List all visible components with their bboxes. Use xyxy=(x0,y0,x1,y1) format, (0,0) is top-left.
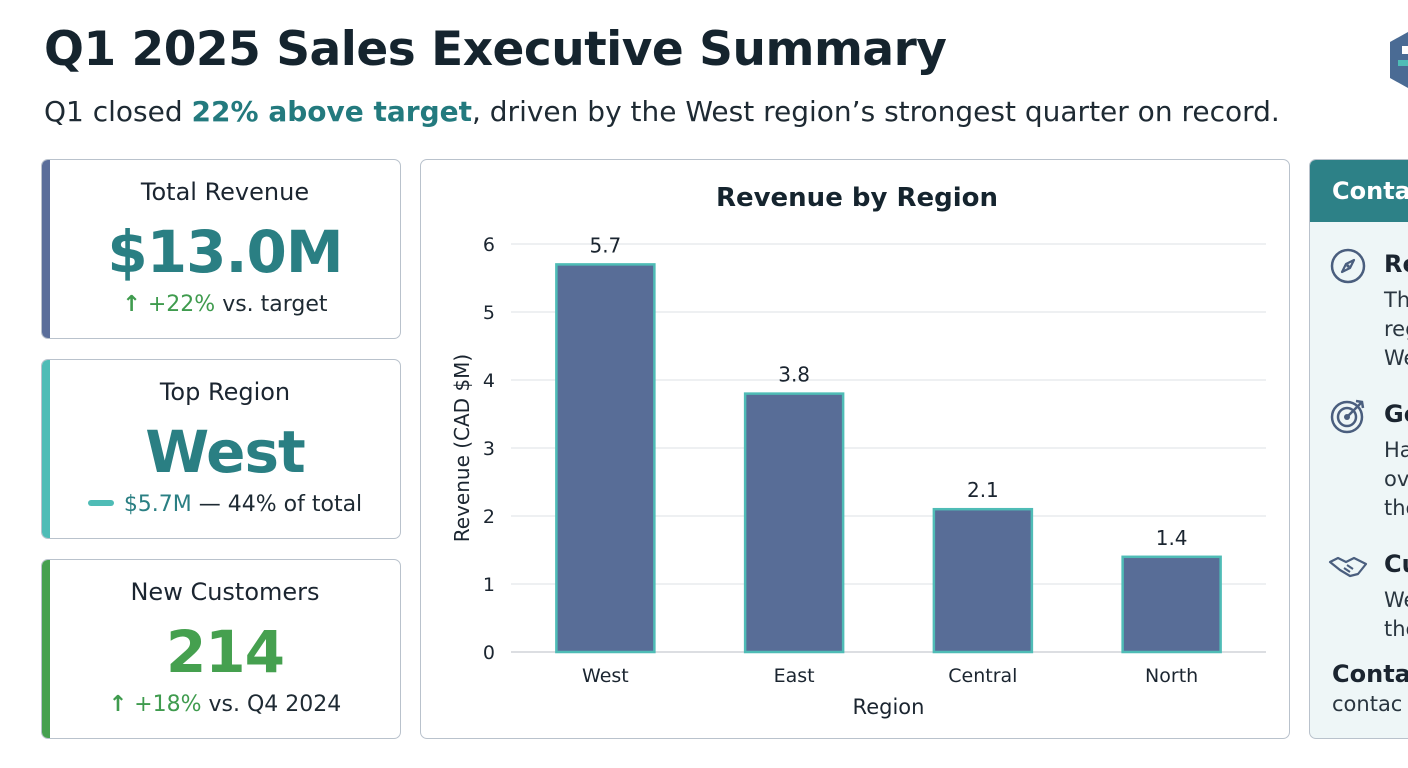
page-subtitle: Q1 closed 22% above target, driven by th… xyxy=(44,95,1280,128)
y-tick-label: 4 xyxy=(483,370,495,392)
bar-value-label: 2.1 xyxy=(967,478,999,502)
bar-value-label: 1.4 xyxy=(1156,526,1188,550)
kpi-value: $13.0M xyxy=(107,218,343,286)
x-tick-label: West xyxy=(582,665,629,687)
x-tick-label: North xyxy=(1145,665,1198,687)
kpi-note: ↑ +22% vs. target xyxy=(50,292,400,317)
side-item-heading: Re xyxy=(1384,250,1408,278)
side-item-line: reg xyxy=(1384,317,1408,341)
y-tick-label: 2 xyxy=(483,506,495,528)
kpi-note: $5.7M — 44% of total xyxy=(50,492,400,517)
kpi-label: New Customers xyxy=(130,578,320,606)
logo-icon xyxy=(1390,32,1408,88)
chart-title: Revenue by Region xyxy=(716,183,998,213)
kpi-label: Total Revenue xyxy=(140,178,310,206)
page-title: Q1 2025 Sales Executive Summary xyxy=(44,22,947,77)
bar-value-label: 3.8 xyxy=(778,363,810,387)
kpi-accent-bar xyxy=(42,160,50,338)
side-item-line: We xyxy=(1384,346,1408,370)
kpi-value: West xyxy=(145,418,306,486)
kpi-comparison: vs. target xyxy=(215,292,328,317)
side-item-heading: Cu xyxy=(1384,550,1408,578)
side-panel-header: Conta xyxy=(1310,160,1408,222)
handshake-icon xyxy=(1328,556,1368,578)
kpi-change: +18% xyxy=(134,692,202,717)
subtitle-highlight: 22% above target xyxy=(191,95,472,128)
kpi-note: ↑ +18% vs. Q4 2024 xyxy=(50,692,400,717)
side-item-line: the xyxy=(1384,617,1408,641)
side-panel: Conta Re Th reg We Go Ha ov the xyxy=(1309,159,1408,739)
side-item-text: Ha ov the xyxy=(1384,436,1408,523)
subtitle-tail: , driven by the West region’s strongest … xyxy=(471,95,1280,128)
y-tick-label: 3 xyxy=(483,438,495,460)
arrow-up-icon: ↑ xyxy=(122,292,141,317)
y-tick-label: 6 xyxy=(483,234,495,256)
kpi-comparison: vs. Q4 2024 xyxy=(201,692,342,717)
y-tick-label: 0 xyxy=(483,642,495,664)
y-tick-label: 1 xyxy=(483,574,495,596)
kpi-comparison: — 44% of total xyxy=(191,492,363,517)
bar-west xyxy=(555,263,656,654)
kpi-card-top-region: Top Region West $5.7M — 44% of total xyxy=(41,359,401,539)
chart-card: Revenue by Region 0 1 2 3 4 5 6 Revenue (CAD $M)… xyxy=(420,159,1290,739)
x-tick-label: Central xyxy=(948,665,1017,687)
side-item-heading: Go xyxy=(1384,400,1408,428)
bar-central xyxy=(932,507,1034,654)
kpi-label: Top Region xyxy=(159,378,291,406)
y-tick-label: 5 xyxy=(483,302,495,324)
kpi-accent-bar xyxy=(42,560,50,738)
kpi-change: +22% xyxy=(147,292,216,317)
side-item-line: ov xyxy=(1384,467,1408,491)
x-tick-label: East xyxy=(774,665,815,687)
bar-east xyxy=(743,392,845,654)
x-axis-label: Region xyxy=(853,695,925,719)
side-panel-footer-text: contac xyxy=(1332,692,1403,716)
kpi-card-new-customers: New Customers 214 ↑ +18% vs. Q4 2024 xyxy=(41,559,401,739)
side-item-line: We xyxy=(1384,588,1408,612)
kpi-value: 214 xyxy=(165,618,285,686)
subtitle-lead: Q1 closed xyxy=(44,95,192,128)
bar-value-label: 5.7 xyxy=(589,233,621,257)
target-icon xyxy=(1330,399,1365,434)
dash-icon xyxy=(87,500,114,506)
kpi-accent-bar xyxy=(42,360,50,538)
side-item-line: Th xyxy=(1384,288,1408,312)
y-axis-label: Revenue (CAD $M) xyxy=(450,354,474,542)
kpi-card-total-revenue: Total Revenue $13.0M ↑ +22% vs. target xyxy=(41,159,401,339)
side-item-line: the xyxy=(1384,496,1408,520)
revenue-bar-chart: Revenue by Region 0 1 2 3 4 5 6 Revenue (CAD $M)… xyxy=(450,183,1266,719)
compass-icon xyxy=(1330,248,1366,284)
kpi-change: $5.7M xyxy=(123,492,192,517)
side-item-text: We the xyxy=(1384,586,1408,644)
side-panel-footer-heading: Conta xyxy=(1332,660,1408,688)
side-item-line: Ha xyxy=(1384,438,1408,462)
bar-north xyxy=(1121,555,1222,654)
side-item-text: Th reg We xyxy=(1384,286,1408,373)
arrow-up-icon: ↑ xyxy=(108,692,128,717)
